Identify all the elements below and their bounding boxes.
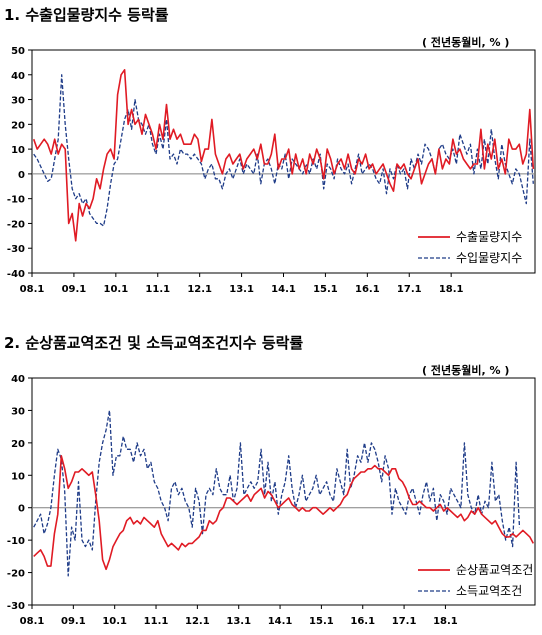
chart2-terms-of-trade: -30 -20 -10 0 10 20 30 40 08.1 09.1 10.1 11.1 12.1 13… <box>7 374 536 627</box>
series-line-2 <box>33 74 534 227</box>
x-tick-label: 14.1 <box>271 284 296 295</box>
legend-box <box>410 225 528 267</box>
y-tick-label: -20 <box>7 219 25 230</box>
y-tick-label: -40 <box>7 269 25 280</box>
y-tick-label: -30 <box>7 244 25 255</box>
y-tick-label: 50 <box>11 46 25 57</box>
chart1-export-import-volume: -40 -30 -20 -10 0 10 20 30 40 50 08.1 09.1 10.1 11.1 1… <box>7 46 536 295</box>
x-tick-label: 14.1 <box>268 616 293 627</box>
x-tick-label: 08.1 <box>20 616 45 627</box>
legend-label-1: 순상품교역조건 <box>456 563 533 577</box>
chart1-unit-note: ( 전년동월비, % ) <box>422 36 510 49</box>
x-tick-label: 11.1 <box>144 616 169 627</box>
y-tick-label: 20 <box>11 439 25 450</box>
y-tick-label: 10 <box>11 471 25 482</box>
y-tick-label: -10 <box>7 536 25 547</box>
y-tick-label: 0 <box>18 504 25 515</box>
x-tick-label: 17.1 <box>397 284 422 295</box>
x-tick-label: 16.1 <box>350 616 375 627</box>
x-tick-label: 18.1 <box>433 616 458 627</box>
series-line-1 <box>33 455 535 571</box>
chart2-unit-note: ( 전년동월비, % ) <box>422 364 510 377</box>
x-tick-label: 13.1 <box>229 284 254 295</box>
x-tick-label: 11.1 <box>145 284 170 295</box>
legend-label-2: 수입물량지수 <box>456 251 522 265</box>
y-tick-label: 20 <box>11 120 25 131</box>
x-tick-label: 09.1 <box>62 284 87 295</box>
x-tick-label: 13.1 <box>226 616 251 627</box>
x-tick-label: 17.1 <box>392 616 417 627</box>
x-tick-label: 15.1 <box>313 284 338 295</box>
plot-frame <box>31 377 536 606</box>
x-tick-label: 12.1 <box>187 284 212 295</box>
y-tick-label: 40 <box>11 374 25 385</box>
y-tick-label: -20 <box>7 569 25 580</box>
chart2-title: 2. 순상품교역조건 및 소득교역조건지수 등락률 <box>4 334 304 352</box>
x-tick-label: 15.1 <box>309 616 334 627</box>
y-tick-label: 30 <box>11 406 25 417</box>
chart1-title: 1. 수출입물량지수 등락률 <box>4 6 169 24</box>
x-tick-label: 10.1 <box>102 616 127 627</box>
y-tick-label: -30 <box>7 601 25 612</box>
y-tick-label: 10 <box>11 145 25 156</box>
x-tick-label: 09.1 <box>61 616 86 627</box>
series-line-1 <box>32 68 535 242</box>
legend-label-1: 수출물량지수 <box>456 230 522 244</box>
y-tick-label: 30 <box>11 96 25 107</box>
y-tick-label: 0 <box>18 170 25 181</box>
x-tick-label: 12.1 <box>185 616 210 627</box>
x-tick-label: 16.1 <box>355 284 380 295</box>
legend-label-2: 소득교역조건 <box>456 584 522 598</box>
x-tick-label: 08.1 <box>20 284 45 295</box>
x-tick-label: 18.1 <box>439 284 464 295</box>
legend-box <box>410 558 528 600</box>
y-tick-label: -10 <box>7 195 25 206</box>
y-tick-label: 40 <box>11 71 25 82</box>
series-line-2 <box>33 409 521 577</box>
x-tick-label: 10.1 <box>103 284 128 295</box>
